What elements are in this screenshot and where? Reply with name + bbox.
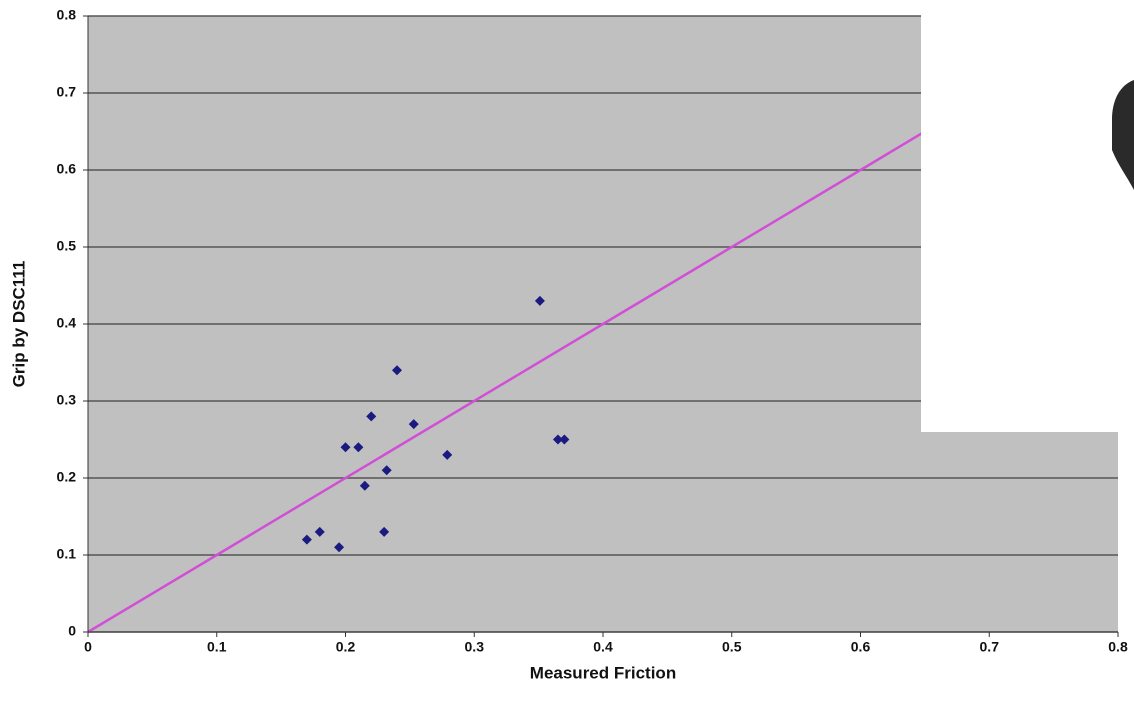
- y-tick-label: 0.7: [57, 84, 77, 100]
- data-point: [366, 411, 377, 422]
- data-point: [334, 542, 345, 553]
- y-tick-label: 0.2: [57, 469, 77, 485]
- x-tick-label: 0.3: [465, 639, 485, 655]
- y-tick-label: 0.8: [57, 7, 77, 23]
- y-axis-label: Grip by DSC111: [9, 261, 28, 388]
- y-tick-label: 0.4: [57, 315, 77, 331]
- data-point: [314, 526, 325, 537]
- data-point: [379, 526, 390, 537]
- data-point: [392, 365, 402, 376]
- x-tick-label: 0.6: [851, 639, 871, 655]
- x-tick-label: 0: [84, 639, 92, 655]
- overlay-panel: [921, 0, 1134, 432]
- y-tick-label: 0.3: [57, 392, 77, 408]
- x-tick-label: 0.4: [593, 639, 613, 655]
- y-tick-label: 0: [68, 623, 76, 639]
- x-tick-label: 0.8: [1108, 639, 1128, 655]
- data-point: [552, 434, 563, 445]
- data-point: [353, 442, 364, 453]
- x-tick-label: 0.1: [207, 639, 227, 655]
- data-point: [340, 442, 351, 453]
- data-point: [408, 419, 419, 430]
- data-point: [301, 534, 312, 545]
- x-tick-label: 0.5: [722, 639, 742, 655]
- x-tick-label: 0.2: [336, 639, 356, 655]
- y-tick-label: 0.5: [57, 238, 77, 254]
- x-tick-label: 0.7: [980, 639, 1000, 655]
- data-point: [442, 449, 453, 460]
- y-tick-label: 0.6: [57, 161, 77, 177]
- device-edge: [1112, 80, 1134, 190]
- data-point: [381, 465, 392, 476]
- data-point: [559, 434, 570, 445]
- x-axis-label: Measured Friction: [530, 663, 676, 682]
- data-point: [534, 295, 545, 306]
- y-tick-label: 0.1: [57, 546, 77, 562]
- data-point: [359, 480, 370, 491]
